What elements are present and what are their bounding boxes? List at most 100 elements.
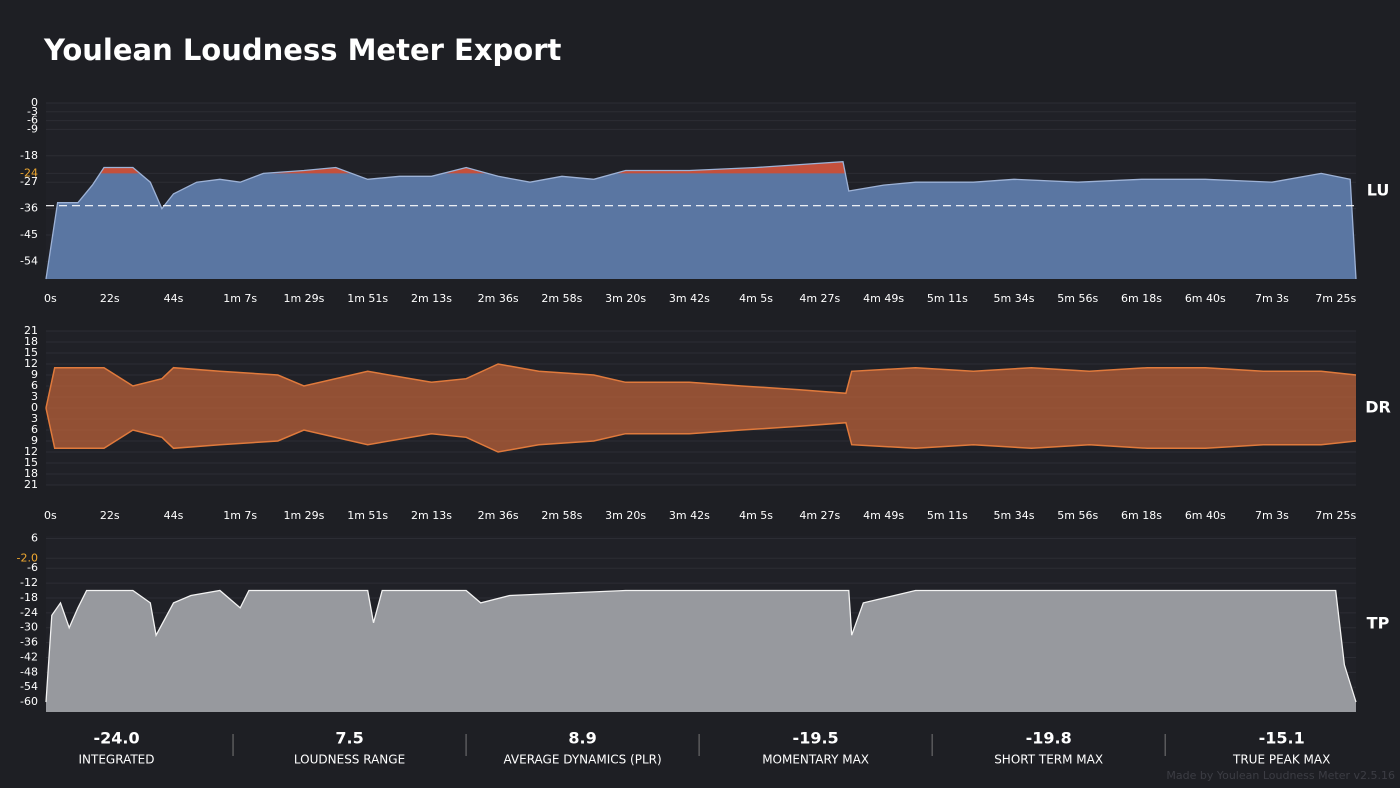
y-tick-label: 12 (24, 357, 38, 370)
y-tick-label: 3 (31, 412, 38, 425)
x-tick-label: 6m 40s (1185, 509, 1226, 522)
y-tick-label: 9 (31, 434, 38, 447)
y-tick-label: -6 (27, 561, 38, 574)
x-tick-label: 0s (44, 509, 57, 522)
stat-value: -19.8 (1026, 729, 1072, 748)
x-tick-label: 2m 58s (541, 292, 582, 305)
area-fill (46, 590, 1356, 712)
stat-label: LOUDNESS RANGE (294, 753, 405, 767)
x-tick-label: 1m 7s (223, 292, 257, 305)
y-tick-label: -60 (20, 695, 38, 708)
x-tick-label: 5m 56s (1057, 292, 1098, 305)
x-tick-label: 1m 51s (347, 509, 388, 522)
y-tick-label: 6 (31, 531, 38, 544)
y-tick-label: -2.0 (17, 551, 38, 564)
footer: Made by Youlean Loudness Meter v2.5.16 (1166, 769, 1395, 782)
y-tick-label: 18 (24, 467, 38, 480)
x-tick-label: 22s (100, 509, 120, 522)
y-tick-label: 21 (24, 324, 38, 337)
x-tick-label: 2m 58s (541, 509, 582, 522)
y-tick-label: -6 (27, 114, 38, 127)
x-tick-label: 4m 49s (863, 509, 904, 522)
stat-label: SHORT TERM MAX (994, 753, 1103, 767)
x-tick-label: 3m 42s (669, 292, 710, 305)
x-tick-label: 5m 34s (994, 509, 1035, 522)
y-tick-label: -9 (27, 122, 38, 135)
y-tick-label: 15 (24, 346, 38, 359)
x-tick-label: 5m 11s (927, 509, 968, 522)
y-tick-label: -36 (20, 202, 38, 215)
y-tick-label: -18 (20, 149, 38, 162)
x-tick-label: 3m 42s (669, 509, 710, 522)
y-tick-label: -3 (27, 105, 38, 118)
y-tick-label: 21 (24, 478, 38, 491)
x-tick-label: 0s (44, 292, 57, 305)
y-tick-label: -24 (20, 606, 38, 619)
x-tick-label: 5m 11s (927, 292, 968, 305)
stat-label: INTEGRATED (79, 753, 155, 767)
area-line-bottom (45, 407, 1357, 453)
x-tick-label: 1m 7s (223, 509, 257, 522)
x-tick-label: 6m 18s (1121, 509, 1162, 522)
y-tick-label: -54 (20, 254, 38, 267)
x-tick-label: 7m 3s (1255, 509, 1289, 522)
x-tick-label: 4m 5s (739, 292, 773, 305)
y-tick-label: 0 (31, 401, 38, 414)
y-tick-label: -36 (20, 636, 38, 649)
area-fill (46, 364, 1356, 452)
y-tick-label: -54 (20, 680, 38, 693)
y-tick-label: 3 (31, 390, 38, 403)
area-fill (46, 161, 1356, 279)
stat-value: 7.5 (335, 729, 363, 748)
y-tick-label: 0 (31, 96, 38, 109)
y-tick-label: 6 (31, 379, 38, 392)
side-label: LU (1367, 181, 1390, 200)
stat-value: -15.1 (1259, 729, 1305, 748)
stat-value: -24.0 (93, 729, 139, 748)
x-tick-label: 7m 25s (1315, 509, 1356, 522)
x-tick-label: 44s (164, 292, 184, 305)
x-tick-label: 1m 29s (283, 292, 324, 305)
x-tick-label: 4m 27s (799, 292, 840, 305)
x-tick-label: 1m 29s (283, 509, 324, 522)
stat-value: 8.9 (568, 729, 596, 748)
y-tick-label: -48 (20, 665, 38, 678)
x-tick-label: 2m 13s (411, 509, 452, 522)
x-tick-label: 3m 20s (605, 509, 646, 522)
y-tick-label: -30 (20, 621, 38, 634)
area-line-top (45, 363, 1357, 409)
x-tick-label: 6m 40s (1185, 292, 1226, 305)
x-tick-label: 44s (164, 509, 184, 522)
x-tick-label: 5m 34s (994, 292, 1035, 305)
x-tick-label: 1m 51s (347, 292, 388, 305)
y-tick-label: -42 (20, 650, 38, 663)
y-tick-label: -27 (20, 175, 38, 188)
y-tick-label: -45 (20, 228, 38, 241)
x-tick-label: 5m 56s (1057, 509, 1098, 522)
x-tick-label: 3m 20s (605, 292, 646, 305)
x-tick-label: 2m 36s (478, 509, 519, 522)
stat-label: TRUE PEAK MAX (1232, 753, 1330, 767)
area-line (45, 161, 1357, 280)
y-tick-label: 12 (24, 445, 38, 458)
stat-value: -19.5 (793, 729, 839, 748)
area-line (45, 589, 1357, 703)
y-tick-label: -18 (20, 591, 38, 604)
x-tick-label: 7m 3s (1255, 292, 1289, 305)
x-tick-label: 2m 36s (478, 292, 519, 305)
y-tick-label: -12 (20, 576, 38, 589)
stat-label: AVERAGE DYNAMICS (PLR) (503, 753, 661, 767)
x-tick-label: 4m 49s (863, 292, 904, 305)
stat-label: MOMENTARY MAX (762, 753, 869, 767)
y-tick-label: 9 (31, 368, 38, 381)
area-above-target (100, 161, 1322, 174)
y-tick-label: 15 (24, 456, 38, 469)
x-tick-label: 7m 25s (1315, 292, 1356, 305)
x-tick-label: 22s (100, 292, 120, 305)
x-tick-label: 4m 5s (739, 509, 773, 522)
report-title: Youlean Loudness Meter Export (43, 33, 562, 67)
x-tick-label: 2m 13s (411, 292, 452, 305)
y-tick-label: 18 (24, 335, 38, 348)
